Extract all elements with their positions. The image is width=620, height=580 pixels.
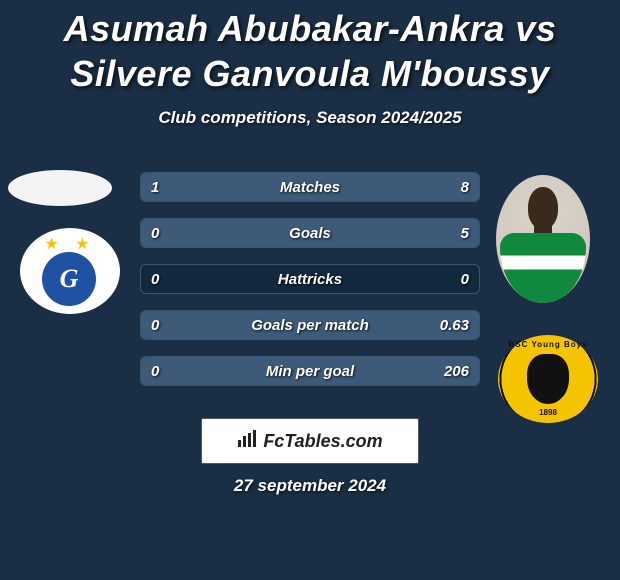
stat-rows: 1 Matches 8 0 Goals 5 0 Hattricks 0 0 Go… xyxy=(140,172,480,402)
comparison-title: Asumah Abubakar-Ankra vs Silvere Ganvoul… xyxy=(0,0,620,96)
photo-head-shape xyxy=(528,187,558,229)
stat-value-right: 8 xyxy=(461,173,469,201)
stat-label: Min per goal xyxy=(141,357,479,385)
club-left-ring: G xyxy=(42,252,96,306)
stat-label: Matches xyxy=(141,173,479,201)
photo-jersey-shape xyxy=(500,233,586,303)
stat-row: 1 Matches 8 xyxy=(140,172,480,202)
stat-row: 0 Hattricks 0 xyxy=(140,264,480,294)
generated-date: 27 september 2024 xyxy=(0,476,620,496)
stat-label: Hattricks xyxy=(141,265,479,293)
club-logo-right: BSC Young Boys 1898 xyxy=(498,335,598,423)
club-right-year: 1898 xyxy=(498,408,598,417)
stat-value-right: 0 xyxy=(461,265,469,293)
stat-label: Goals per match xyxy=(141,311,479,339)
club-left-stars-icon: ★ ★ xyxy=(20,234,120,254)
stat-value-right: 5 xyxy=(461,219,469,247)
player-photo-left xyxy=(8,170,112,206)
comparison-subtitle: Club competitions, Season 2024/2025 xyxy=(0,108,620,128)
stat-row: 0 Goals 5 xyxy=(140,218,480,248)
brand-box: FcTables.com xyxy=(201,418,419,464)
stat-row: 0 Goals per match 0.63 xyxy=(140,310,480,340)
club-right-name: BSC Young Boys xyxy=(498,340,598,349)
brand-text: FcTables.com xyxy=(263,431,382,452)
stat-label: Goals xyxy=(141,219,479,247)
stat-value-right: 0.63 xyxy=(440,311,469,339)
club-left-monogram: G xyxy=(60,264,79,294)
club-logo-left: ★ ★ G xyxy=(20,228,120,314)
stat-row: 0 Min per goal 206 xyxy=(140,356,480,386)
club-right-bear-icon xyxy=(527,354,569,404)
player-photo-right xyxy=(496,175,590,303)
brand-chart-icon xyxy=(237,430,257,453)
stat-value-right: 206 xyxy=(444,357,469,385)
